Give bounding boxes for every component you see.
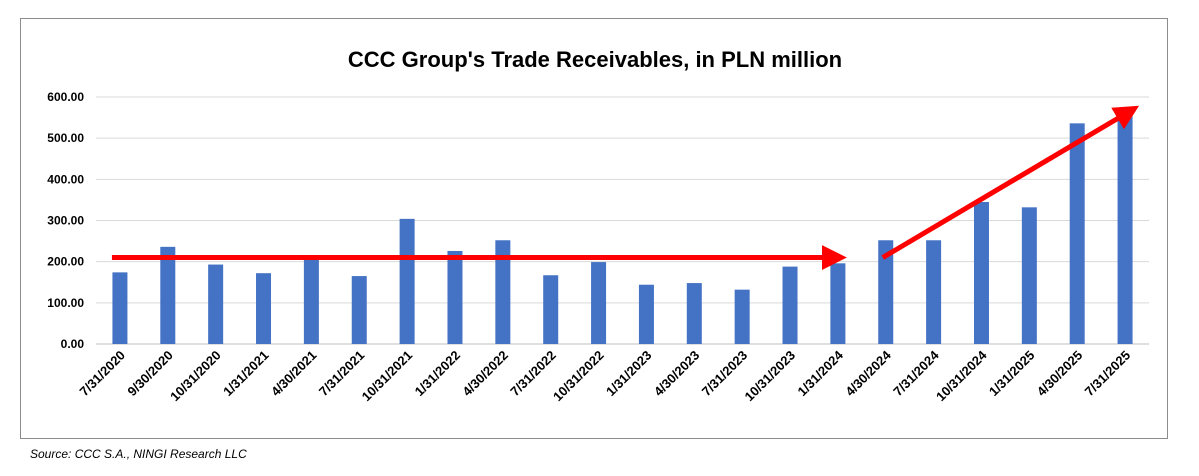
- source-note: Source: CCC S.A., NINGI Research LLC: [30, 447, 247, 461]
- x-tick-label: 10/31/2023: [742, 348, 799, 405]
- bar: [638, 284, 654, 344]
- y-tick-label: 0.00: [61, 337, 85, 351]
- gridlines: [96, 96, 1149, 345]
- y-axis-ticks: 0.00 100.00 200.00 300.00 400.00 500.00 600.00: [47, 90, 84, 351]
- y-tick-label: 300.00: [47, 214, 84, 228]
- x-tick-label: 10/31/2024: [933, 347, 990, 404]
- trend-arrow: [881, 105, 1140, 260]
- chart-svg: CCC Group's Trade Receivables, in PLN mi…: [47, 47, 1149, 404]
- bar: [399, 218, 415, 344]
- x-tick-label: 4/30/2024: [842, 347, 894, 399]
- bar: [447, 250, 463, 344]
- x-tick-label: 1/31/2021: [220, 348, 272, 400]
- x-tick-label: 1/31/2023: [603, 348, 655, 400]
- y-tick-label: 600.00: [47, 90, 84, 104]
- bar: [112, 272, 128, 344]
- y-tick-label: 400.00: [47, 172, 84, 186]
- bar: [878, 240, 894, 344]
- x-tick-label: 4/30/2021: [268, 348, 320, 400]
- x-tick-label: 1/31/2024: [794, 347, 846, 399]
- bar: [1021, 207, 1037, 344]
- x-tick-label: 1/31/2022: [412, 348, 464, 400]
- y-tick-label: 200.00: [47, 255, 84, 269]
- bar: [1117, 112, 1133, 344]
- x-tick-label: 4/30/2022: [459, 348, 511, 400]
- x-axis-ticks: 7/31/20209/30/202010/31/20201/31/20214/3…: [77, 347, 1134, 404]
- bar: [686, 283, 702, 344]
- bars: [112, 112, 1133, 344]
- x-tick-label: 4/30/2025: [1034, 348, 1086, 400]
- x-tick-label: 7/31/2020: [77, 348, 129, 400]
- bar: [782, 266, 798, 344]
- bar: [734, 289, 750, 344]
- bar: [351, 276, 367, 344]
- bar: [495, 240, 511, 344]
- x-tick-label: 10/31/2021: [359, 348, 416, 405]
- bar: [973, 201, 989, 344]
- x-tick-label: 4/30/2023: [651, 348, 703, 400]
- y-tick-label: 100.00: [47, 296, 84, 310]
- x-tick-label: 10/31/2020: [167, 348, 224, 405]
- trend-arrows: [111, 105, 1140, 271]
- chart-frame: CCC Group's Trade Receivables, in PLN mi…: [20, 18, 1168, 439]
- x-tick-label: 10/31/2022: [550, 348, 607, 405]
- bar: [591, 262, 607, 344]
- bar: [256, 273, 272, 344]
- chart-title: CCC Group's Trade Receivables, in PLN mi…: [348, 47, 842, 72]
- bar: [1069, 123, 1085, 344]
- y-tick-label: 500.00: [47, 131, 84, 145]
- x-tick-label: 1/31/2025: [986, 348, 1038, 400]
- x-tick-label: 7/31/2025: [1082, 348, 1134, 400]
- bar: [830, 263, 846, 344]
- bar: [926, 240, 942, 344]
- bar: [160, 246, 176, 344]
- bar: [208, 264, 224, 344]
- bar: [303, 257, 319, 344]
- bar: [543, 275, 559, 344]
